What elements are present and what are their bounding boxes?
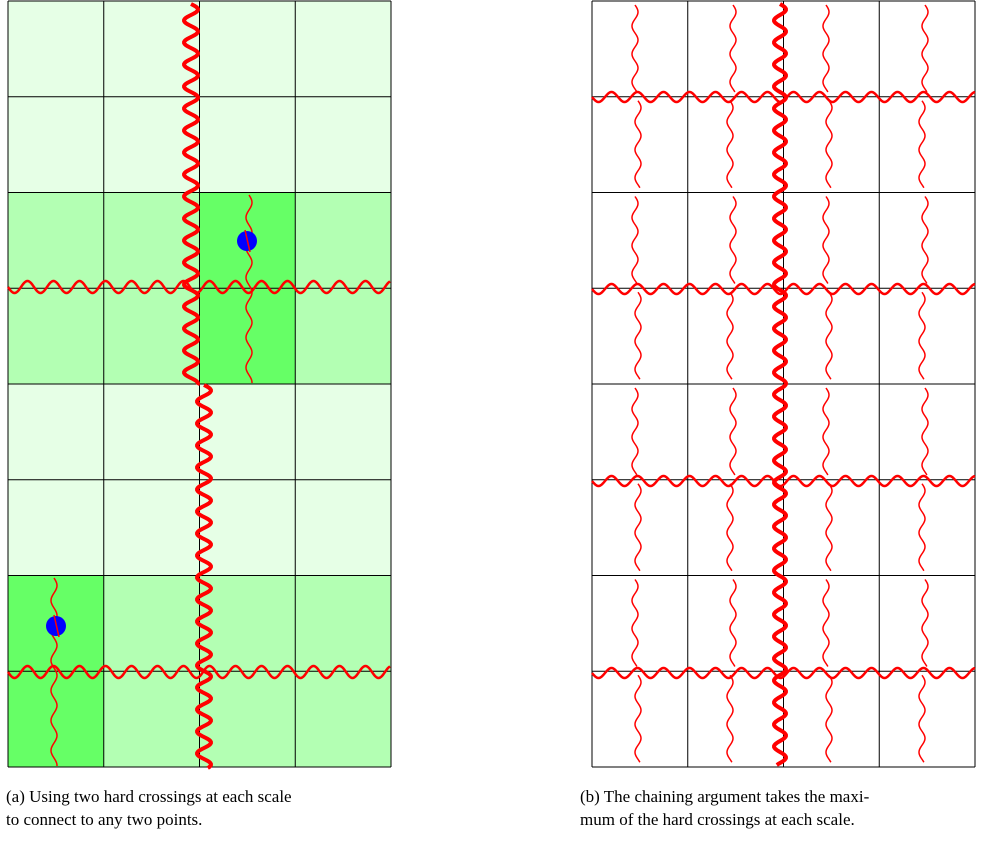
thin-vertical-crossing — [825, 674, 833, 763]
thick-vertical-crossing — [182, 2, 200, 386]
thin-vertical-crossing — [729, 196, 737, 284]
thin-vertical-crossing — [726, 483, 734, 572]
panel-a-cell — [199, 479, 296, 576]
panel-a-cell — [295, 1, 391, 97]
panel-a-cell — [199, 575, 296, 672]
thin-vertical-crossing — [825, 483, 833, 572]
panel-a-caption-line-1: (a) Using two hard crossings at each sca… — [6, 787, 292, 806]
panel-a-cell — [8, 288, 104, 384]
panel-b-caption-line-2: mum of the hard crossings at each scale. — [580, 810, 855, 829]
panel-a-cell — [103, 1, 200, 97]
thin-vertical-crossing — [726, 674, 734, 763]
panel-a-cell — [8, 96, 104, 193]
panel-a-cell — [199, 384, 296, 480]
panel-a-cell — [8, 671, 104, 767]
thick-vertical-crossing — [772, 2, 788, 767]
panel-a-cell — [103, 384, 200, 480]
horizontal-crossing — [6, 664, 391, 680]
thin-vertical-crossing — [726, 100, 734, 189]
panel-a-cell — [8, 384, 104, 480]
panel-a-crossings — [6, 2, 391, 770]
thin-vertical-crossing — [822, 387, 830, 476]
panel-a-cell — [103, 575, 200, 672]
panel-a-grid-lines — [7, 0, 392, 768]
panel-b-caption: (b) The chaining argument takes the maxi… — [580, 785, 990, 831]
thin-vertical-crossing — [921, 579, 929, 667]
panel-a-cell — [295, 575, 391, 672]
thin-vertical-crossing — [921, 387, 929, 476]
panel-b-grid — [591, 0, 976, 768]
thin-vertical-crossing — [729, 4, 737, 93]
thin-vertical-crossing — [825, 291, 833, 380]
thin-vertical-crossing — [918, 291, 926, 380]
thin-vertical-crossing — [918, 100, 926, 189]
thin-vertical-crossing — [631, 387, 639, 476]
panel-a-cell — [199, 671, 296, 767]
thin-vertical-crossing — [825, 100, 833, 189]
panel-a-cells — [8, 1, 391, 767]
horizontal-crossing — [6, 279, 391, 295]
crossing-through-point — [244, 229, 251, 253]
thin-vertical-crossing — [729, 579, 737, 667]
panel-a-cell — [199, 1, 296, 97]
thin-vertical-crossing — [918, 483, 926, 572]
thin-vertical-crossing — [921, 4, 929, 93]
panel-b-crossings — [591, 2, 976, 767]
panel-a-cell — [103, 479, 200, 576]
thin-vertical-crossing — [245, 194, 253, 383]
thin-vertical-crossing — [822, 4, 830, 93]
panel-a-cell — [295, 288, 391, 384]
panel-a-cell — [8, 479, 104, 576]
thick-vertical-crossing — [195, 383, 213, 770]
panel-a-caption: (a) Using two hard crossings at each sca… — [6, 785, 426, 831]
panel-a-caption-line-2: to connect to any two points. — [6, 810, 203, 829]
panel-b-caption-line-1: (b) The chaining argument takes the maxi… — [580, 787, 870, 806]
thin-vertical-crossing — [822, 196, 830, 284]
panel-a-cell — [295, 671, 391, 767]
panel-a-cell — [199, 96, 296, 193]
panel-a-points — [46, 229, 257, 638]
thin-vertical-crossing — [726, 291, 734, 380]
thin-vertical-crossing — [634, 100, 642, 189]
panel-a-cell — [295, 384, 391, 480]
panel-a-cell — [295, 479, 391, 576]
panel-a-cell — [8, 192, 104, 289]
panel-a-cell — [295, 192, 391, 289]
thin-vertical-crossing — [921, 196, 929, 284]
thin-vertical-crossing — [631, 579, 639, 667]
thin-vertical-crossing — [918, 674, 926, 763]
thin-vertical-crossing — [634, 483, 642, 572]
panel-a-cell — [295, 96, 391, 193]
panel-a-cell — [103, 671, 200, 767]
thin-vertical-crossing — [631, 4, 639, 93]
thin-vertical-crossing — [634, 291, 642, 380]
panel-a-grid — [6, 0, 392, 770]
crossing-through-point — [53, 614, 60, 638]
thin-vertical-crossing — [634, 674, 642, 763]
thin-vertical-crossing — [631, 196, 639, 284]
panel-a-cell — [8, 1, 104, 97]
thin-vertical-crossing — [50, 577, 58, 766]
horizontal-crossing — [591, 474, 976, 488]
thin-vertical-crossing — [729, 387, 737, 476]
thin-vertical-crossing — [822, 579, 830, 667]
horizontal-crossing — [591, 666, 976, 680]
